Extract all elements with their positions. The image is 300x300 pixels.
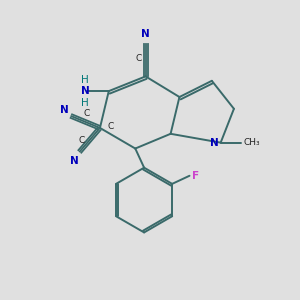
- Text: N: N: [60, 105, 68, 115]
- Text: N: N: [70, 156, 78, 166]
- Text: H: H: [81, 98, 89, 108]
- Text: H: H: [81, 75, 89, 85]
- Text: C: C: [136, 54, 142, 63]
- Text: N: N: [82, 86, 90, 96]
- Text: C: C: [83, 109, 90, 118]
- Text: N: N: [210, 138, 219, 148]
- Text: C: C: [107, 122, 114, 131]
- Text: C: C: [79, 136, 85, 145]
- Text: CH₃: CH₃: [243, 138, 260, 147]
- Text: N: N: [141, 29, 150, 39]
- Text: F: F: [192, 171, 199, 181]
